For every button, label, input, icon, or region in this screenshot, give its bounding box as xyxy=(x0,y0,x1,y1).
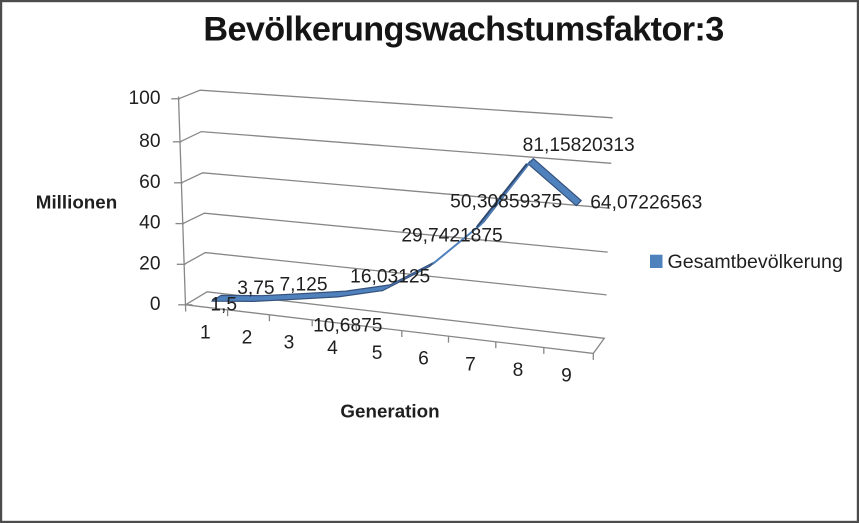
svg-text:64,07226563: 64,07226563 xyxy=(590,193,702,214)
svg-text:1,5: 1,5 xyxy=(210,295,237,316)
svg-text:6: 6 xyxy=(418,349,429,370)
svg-text:50,30859375: 50,30859375 xyxy=(450,192,562,213)
svg-text:5: 5 xyxy=(372,343,383,364)
svg-text:Generation: Generation xyxy=(340,401,439,422)
svg-text:0: 0 xyxy=(150,294,161,315)
svg-text:4: 4 xyxy=(327,338,338,359)
svg-text:29,7421875: 29,7421875 xyxy=(401,226,502,247)
svg-text:40: 40 xyxy=(139,213,160,234)
svg-text:Gesamtbevölkerung: Gesamtbevölkerung xyxy=(668,251,843,273)
svg-text:20: 20 xyxy=(139,253,160,274)
svg-text:80: 80 xyxy=(139,131,160,152)
svg-text:10,6875: 10,6875 xyxy=(313,315,382,336)
svg-text:7: 7 xyxy=(465,354,476,375)
svg-text:9: 9 xyxy=(561,366,572,387)
svg-text:7,125: 7,125 xyxy=(279,274,327,295)
svg-text:2: 2 xyxy=(242,328,253,349)
svg-text:1: 1 xyxy=(200,323,211,344)
svg-text:60: 60 xyxy=(139,172,160,193)
svg-text:Millionen: Millionen xyxy=(36,191,117,212)
svg-text:100: 100 xyxy=(128,88,160,109)
svg-text:Bevölkerungswachstumsfaktor:3: Bevölkerungswachstumsfaktor:3 xyxy=(203,11,723,49)
svg-text:16,03125: 16,03125 xyxy=(350,267,430,288)
svg-text:3,75: 3,75 xyxy=(237,278,274,299)
svg-text:3: 3 xyxy=(284,333,295,354)
svg-text:8: 8 xyxy=(513,360,524,381)
svg-text:81,15820313: 81,15820313 xyxy=(523,135,635,156)
